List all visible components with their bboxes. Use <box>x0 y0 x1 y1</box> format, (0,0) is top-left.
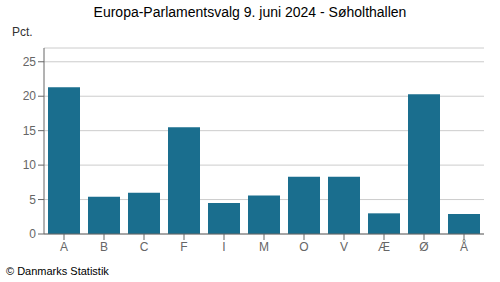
svg-text:0: 0 <box>29 227 36 241</box>
svg-text:5: 5 <box>29 193 36 207</box>
html-text:Europa-Parlamentsvalg 9. juni: Europa-Parlamentsvalg 9. juni 2024 - Søh… <box>93 4 407 20</box>
svg-text:O: O <box>299 240 308 254</box>
svg-text:B: B <box>100 240 108 254</box>
svg-text:25: 25 <box>23 55 37 69</box>
svg-text:Æ: Æ <box>378 240 390 254</box>
html-text:Pct.: Pct. <box>12 25 33 39</box>
svg-text:10: 10 <box>23 158 37 172</box>
svg-text:20: 20 <box>23 89 37 103</box>
svg-text:F: F <box>180 240 187 254</box>
svg-text:C: C <box>140 240 149 254</box>
svg-text:V: V <box>340 240 348 254</box>
svg-text:Ø: Ø <box>419 240 428 254</box>
html-text:© Danmarks Statistik: © Danmarks Statistik <box>6 265 109 277</box>
svg-text:I: I <box>222 240 225 254</box>
svg-text:Å: Å <box>460 239 468 254</box>
svg-text:M: M <box>259 240 269 254</box>
svg-text:15: 15 <box>23 124 37 138</box>
svg-text:A: A <box>60 240 68 254</box>
